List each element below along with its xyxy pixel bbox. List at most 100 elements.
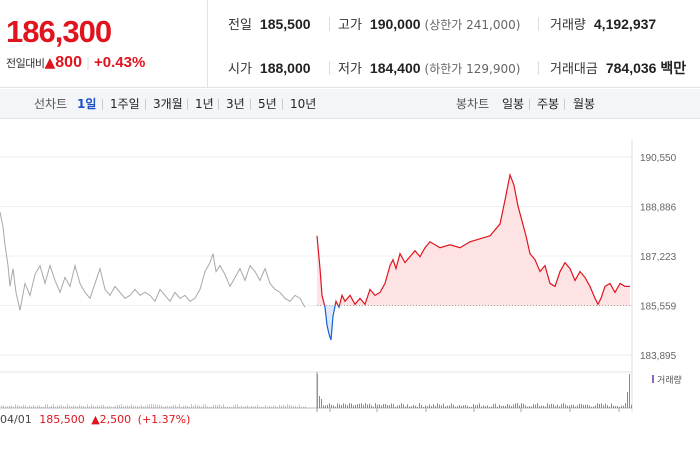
volume-bar [433, 404, 434, 408]
volume-bar [93, 405, 94, 408]
volume-bar [111, 406, 112, 408]
tab-weekly-candle[interactable]: 주봉 [537, 97, 560, 111]
volume-bar [469, 406, 470, 408]
tab-daily-candle[interactable]: 일봉 [502, 97, 525, 111]
change-amount: 800 [55, 54, 82, 71]
volume-bar [133, 405, 134, 408]
today-price-line-down [337, 305, 341, 309]
tab-monthly-candle[interactable]: 월봉 [573, 97, 596, 111]
volume-bar [383, 403, 384, 408]
volume-bar [69, 405, 70, 408]
tab-3-years[interactable]: 3년 [226, 97, 245, 111]
volume-legend-label: 거래량 [657, 374, 682, 386]
tab-1-year[interactable]: 1년 [195, 97, 214, 111]
volume-bar [337, 403, 338, 408]
volume-bar [527, 406, 528, 408]
divider [218, 99, 219, 110]
tab-1-week[interactable]: 1주일 [110, 97, 140, 111]
volume-bar [395, 406, 396, 408]
volume-bar [425, 405, 426, 408]
volume-legend-swatch [652, 375, 654, 383]
volume-bar [197, 405, 198, 408]
volume-bar [513, 404, 514, 408]
tab-3-months[interactable]: 3개월 [153, 97, 183, 111]
quote-value: 4,192,937 [593, 16, 657, 32]
volume-bar [511, 406, 512, 408]
lower-limit-price: (하한가 129,900) [424, 62, 521, 76]
volume-bar [439, 404, 440, 408]
volume-bar [367, 404, 368, 408]
price-area-above-reference [317, 174, 630, 306]
volume-bar [221, 406, 222, 408]
volume-bar [129, 405, 130, 408]
volume-bar [569, 405, 570, 408]
volume-bar [281, 405, 282, 408]
volume-bar [353, 405, 354, 408]
volume-bar [215, 404, 216, 408]
volume-bar [29, 405, 30, 408]
volume-bar [547, 403, 548, 408]
volume-bar [531, 406, 532, 408]
volume-bar [103, 405, 104, 408]
volume-bar [593, 406, 594, 408]
volume-bar [23, 404, 24, 408]
volume-bar [165, 406, 166, 408]
volume-bar [91, 404, 92, 408]
volume-bar [231, 406, 232, 408]
quote-item-high: 고가 190,000 (상한가 241,000) [338, 14, 520, 34]
volume-bar [615, 406, 616, 408]
quote-item-trade-value: 거래대금 784,036 백만 [550, 58, 686, 78]
volume-bar [57, 405, 58, 408]
volume-bar [497, 406, 498, 408]
volume-bar [65, 406, 66, 408]
volume-bar [455, 406, 456, 408]
volume-bar [299, 404, 300, 408]
volume-bar [271, 406, 272, 408]
volume-bar [365, 403, 366, 408]
volume-bar [345, 404, 346, 408]
volume-bar [193, 405, 194, 408]
chart-gridlines [0, 140, 633, 412]
volume-bar [217, 405, 218, 408]
volume-bar [73, 405, 74, 408]
y-tick-label: 190,550 [640, 153, 677, 164]
y-tick-label: 187,223 [640, 252, 677, 263]
volume-bar [297, 406, 298, 408]
volume-bar [199, 405, 200, 408]
volume-bar [31, 406, 32, 408]
volume-bar [577, 405, 578, 408]
volume-bar [287, 404, 288, 408]
volume-bar [3, 405, 4, 408]
volume-bar [77, 406, 78, 408]
volume-bar [475, 405, 476, 408]
volume-bar [381, 405, 382, 408]
volume-bar [131, 404, 132, 408]
volume-bar [283, 404, 284, 408]
tab-10-years[interactable]: 10년 [290, 97, 317, 111]
volume-bar [387, 404, 388, 408]
divider [538, 17, 539, 31]
volume-bar [341, 405, 342, 408]
volume-bar [491, 406, 492, 408]
volume-bar [355, 405, 356, 408]
volume-bars: 거래량 [0, 371, 682, 409]
volume-bar [225, 406, 226, 408]
volume-bar [53, 404, 54, 408]
volume-bar [139, 406, 140, 408]
today-price-line-up [334, 299, 339, 306]
volume-bar [617, 406, 618, 408]
volume-bar [581, 404, 582, 408]
divider [102, 99, 103, 110]
volume-bar [329, 403, 330, 408]
volume-bar [405, 406, 406, 408]
volume-bar [79, 404, 80, 408]
volume-bar [143, 406, 144, 408]
upper-limit-price: (상한가 241,000) [424, 18, 521, 32]
tab-5-years[interactable]: 5년 [258, 97, 277, 111]
quote-label: 거래대금 [550, 62, 598, 77]
previous-day-date: 04/01 [0, 413, 32, 426]
volume-bar [109, 405, 110, 408]
volume-bar [211, 406, 212, 408]
tab-1-day[interactable]: 1일 [77, 97, 97, 111]
